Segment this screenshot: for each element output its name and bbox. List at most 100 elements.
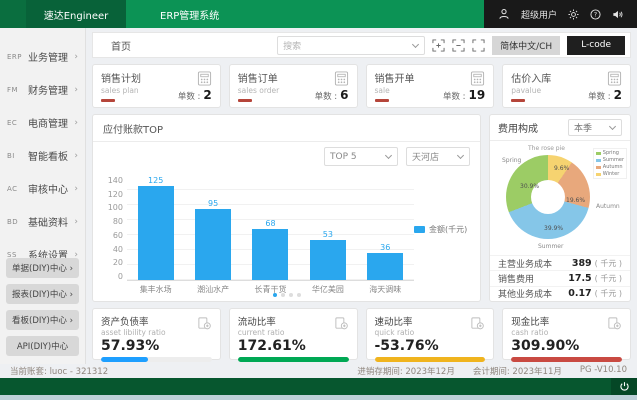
bar[interactable] xyxy=(367,253,404,280)
kpi-title: 资产负债率 xyxy=(101,317,149,328)
stat-card[interactable]: 销售开单 sale 单数 :19 xyxy=(365,64,495,108)
bar-value-label: 36 xyxy=(380,243,391,252)
count-value: 6 xyxy=(340,88,349,102)
fullscreen-icon[interactable] xyxy=(472,38,485,52)
user-icon[interactable] xyxy=(498,8,510,20)
username-label[interactable]: 超级用户 xyxy=(520,10,557,21)
count-label: 单数 : xyxy=(442,92,466,102)
page-dot[interactable] xyxy=(296,293,301,297)
kpi-value: 309.90% xyxy=(511,338,580,354)
module-code: EC xyxy=(7,118,18,127)
bar[interactable] xyxy=(309,240,346,280)
module-code: FM xyxy=(7,85,19,94)
bar-column[interactable]: 95 xyxy=(195,199,232,280)
sidebar-item-ac[interactable]: AC 审核中心 › xyxy=(0,172,85,205)
bar-column[interactable]: 68 xyxy=(252,219,289,280)
bar[interactable] xyxy=(137,186,174,280)
expense-row: 其他业务成本 0.17( 千元 ) xyxy=(490,285,630,301)
svg-text:?: ? xyxy=(594,10,597,18)
kpi-title: 速动比率 xyxy=(374,317,413,328)
bar[interactable] xyxy=(195,209,232,280)
slice-percent-label: 39.9% xyxy=(544,225,564,232)
kpi-row: 资产负债率 asset libility ratio 57.93% 流动比率 curre… xyxy=(92,308,631,362)
kpi-card[interactable]: 资产负债率 asset libility ratio 57.93% xyxy=(92,308,221,362)
slice-label: Summer xyxy=(538,243,564,250)
gear-icon[interactable] xyxy=(568,8,579,20)
module-code: ERP xyxy=(7,52,23,61)
chart-legend[interactable]: 金额(千元) xyxy=(414,224,467,235)
sidebar-item-erp[interactable]: ERP 业务管理 › xyxy=(0,40,85,73)
diy-center-button[interactable]: API(DIY)中心 xyxy=(6,336,79,356)
sidebar-item-fm[interactable]: FM 财务管理 › xyxy=(0,73,85,106)
zoom-in-icon[interactable] xyxy=(432,38,445,52)
power-button[interactable] xyxy=(611,378,637,395)
sidebar-item-bi[interactable]: BI 智能看板 › xyxy=(0,139,85,172)
kpi-card[interactable]: 流动比率 current ratio 172.61% xyxy=(228,308,358,362)
page-dot[interactable] xyxy=(280,293,285,297)
kpi-progress-fill xyxy=(511,357,622,362)
y-tick: 20 xyxy=(112,258,123,268)
slice-label: Autumn xyxy=(596,203,620,210)
x-tick-label: 长青干货 xyxy=(254,285,287,294)
sidebar-item-ss[interactable]: SS 系统设置 › xyxy=(0,238,85,271)
y-tick: 140 xyxy=(107,176,123,185)
stat-card[interactable]: 销售计划 sales plan 单数 :2 xyxy=(92,64,221,108)
module-label: 智能看板 xyxy=(28,152,68,163)
x-tick-label: 集丰水场 xyxy=(139,285,172,294)
bar-column[interactable]: 36 xyxy=(367,243,404,280)
red-dash xyxy=(374,99,389,102)
tab-home[interactable]: 首页 xyxy=(111,41,131,53)
top-n-select[interactable]: TOP 5 xyxy=(324,147,398,166)
bar-column[interactable]: 125 xyxy=(137,176,174,280)
bar-value-label: 53 xyxy=(322,230,333,239)
period-select[interactable]: 本季 xyxy=(568,119,622,136)
chevron-down-icon xyxy=(412,40,420,48)
donut-chart: The rose pie Spring Summer Autumn Winter Sp… xyxy=(490,141,630,255)
page-dot[interactable] xyxy=(272,293,277,297)
stat-card[interactable]: 销售订单 sales order 单数 :6 xyxy=(228,64,358,108)
chevron-down-icon xyxy=(456,151,465,160)
period-value: 本季 xyxy=(574,124,593,134)
statusbar: 当前账套: luoc - 321312 进销存期间: 2023年12月 会计期间… xyxy=(0,364,637,378)
bar-column[interactable]: 53 xyxy=(309,230,346,280)
store-select[interactable]: 天河店 xyxy=(406,147,470,166)
y-tick: 0 xyxy=(117,271,123,281)
pie-legend-item: Winter xyxy=(595,171,624,177)
diy-center-button[interactable]: 单据(DIY)中心 › xyxy=(6,258,79,278)
diy-center-button[interactable]: 报表(DIY)中心 › xyxy=(6,284,79,304)
stat-title: 销售开单 xyxy=(374,74,415,85)
kpi-subtitle: cash ratio xyxy=(511,328,549,337)
page-dot[interactable] xyxy=(288,293,293,297)
search-input[interactable]: 搜索 xyxy=(277,35,426,55)
pie-card-title: 费用构成 xyxy=(498,124,538,135)
sidebar-item-bd[interactable]: BD 基础资料 › xyxy=(0,205,85,238)
kpi-subtitle: asset libility ratio xyxy=(101,328,166,337)
kpi-card[interactable]: 现金比率 cash ratio 309.90% xyxy=(502,308,631,362)
chevron-right-icon: › xyxy=(74,249,78,260)
accounting-period: 会计期间: 2023年11月 xyxy=(472,367,562,377)
stat-card[interactable]: 估价入库 pavalue 单数 :2 xyxy=(502,64,631,108)
chevron-right-icon: › xyxy=(74,117,78,128)
pie-legend-item: Spring xyxy=(595,150,624,156)
chevron-right-icon: › xyxy=(74,183,78,194)
chevron-down-icon xyxy=(608,122,617,131)
diy-center-button[interactable]: 看板(DIY)中心 › xyxy=(6,310,79,330)
app-logo[interactable]: 速达Engineer xyxy=(26,0,126,28)
lcode-button[interactable]: L-code xyxy=(567,35,625,55)
coin-icon xyxy=(470,316,485,335)
help-icon[interactable]: ? xyxy=(590,8,601,20)
sidebar-item-ec[interactable]: EC 电商管理 › xyxy=(0,106,85,139)
module-code: AC xyxy=(7,184,18,193)
bar[interactable] xyxy=(252,229,289,280)
speaker-icon[interactable] xyxy=(612,9,623,20)
bar-chart: 140 120 100 80 60 40 20 0 125 95 68 53 36 集丰水场 潮汕水产 长… xyxy=(93,168,480,294)
y-tick: 80 xyxy=(112,217,123,227)
language-button[interactable]: 简体中文/CH xyxy=(492,35,561,55)
y-tick: 40 xyxy=(112,244,123,254)
count-value: 19 xyxy=(468,88,486,102)
kpi-card[interactable]: 速动比率 quick ratio -53.76% xyxy=(365,308,495,362)
zoom-out-icon[interactable] xyxy=(452,38,465,52)
module-code: SS xyxy=(7,250,17,259)
chevron-right-icon: › xyxy=(74,51,78,62)
module-label: 基础资料 xyxy=(28,218,68,229)
